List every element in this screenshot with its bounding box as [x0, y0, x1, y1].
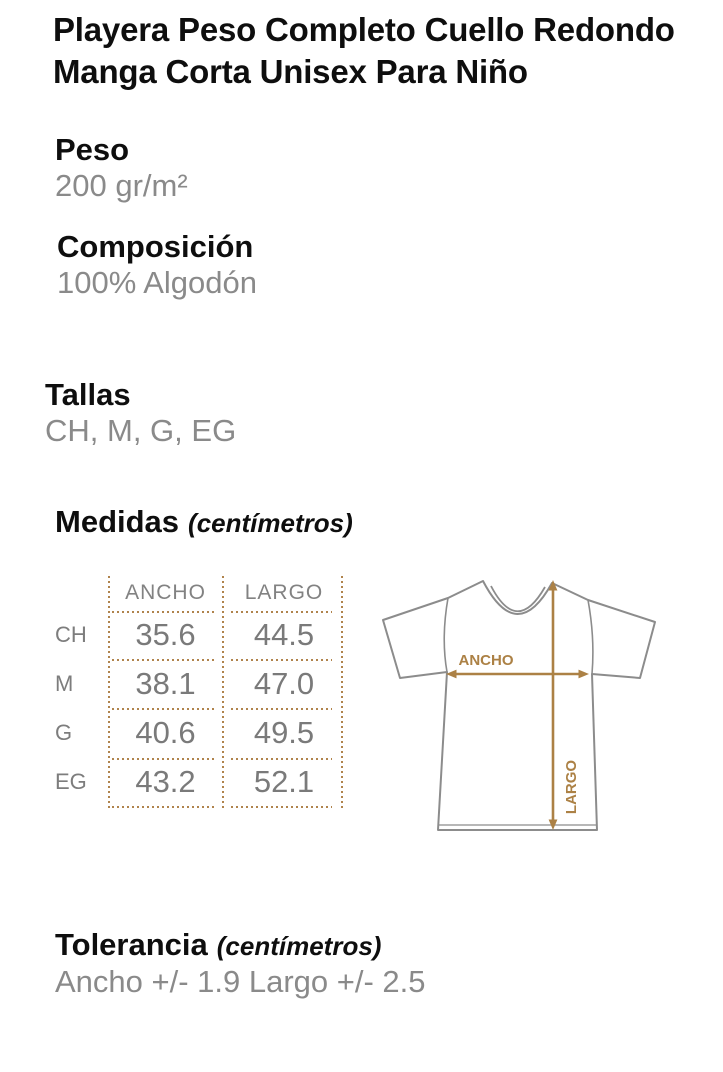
ancho-arrow — [446, 669, 589, 679]
cell-largo: 47.0 — [253, 665, 315, 701]
medidas-heading-text: Medidas — [55, 504, 180, 539]
tolerancia-heading-text: Tolerancia — [55, 927, 208, 962]
cell-largo: 44.5 — [253, 617, 315, 652]
table-row: EG 43.2 52.1 — [55, 758, 355, 806]
dotted-divider-horizontal — [231, 659, 332, 661]
ancho-arrow-label: ANCHO — [459, 652, 514, 669]
cell-largo: 49.5 — [253, 715, 315, 750]
dotted-divider-vertical — [341, 576, 343, 810]
composicion-heading: Composición — [57, 229, 254, 264]
cell-ancho: 40.6 — [135, 715, 196, 750]
left-armhole-seam — [443, 597, 449, 673]
dotted-divider-horizontal — [112, 611, 216, 613]
dotted-divider-horizontal — [231, 806, 332, 808]
tolerancia-value: Ancho +/- 1.9 Largo +/- 2.5 — [55, 964, 426, 999]
largo-arrow-label: LARGO — [563, 760, 580, 814]
medidas-unit-note: (centímetros) — [188, 508, 353, 538]
product-title: Playera Peso Completo Cuello Redondo Man… — [53, 11, 675, 90]
tolerancia-unit-note: (centímetros) — [216, 931, 382, 961]
dotted-divider-horizontal — [231, 611, 332, 613]
row-label: EG — [55, 769, 87, 794]
cell-ancho: 43.2 — [135, 764, 196, 799]
tallas-heading: Tallas — [45, 377, 131, 412]
tallas-value: CH, M, G, EG — [45, 413, 237, 448]
right-armhole-seam — [587, 599, 594, 675]
peso-heading: Peso — [55, 132, 130, 167]
dotted-divider-horizontal — [231, 758, 332, 760]
dotted-divider-horizontal — [112, 659, 216, 661]
row-label: G — [55, 720, 73, 745]
row-label: M — [55, 670, 74, 696]
largo-arrow — [548, 580, 558, 830]
cell-largo: 52.1 — [253, 764, 315, 799]
dotted-divider-horizontal — [112, 708, 216, 710]
dotted-divider-vertical — [108, 576, 110, 810]
dotted-divider-horizontal — [231, 708, 332, 710]
table-row: CH 35.6 44.5 — [55, 611, 355, 659]
table-row: M 38.1 47.0 — [55, 659, 355, 708]
cell-ancho: 38.1 — [135, 665, 196, 701]
column-header-largo: LARGO — [244, 581, 324, 604]
size-table: ANCHO LARGO CH 35.6 44.5 M 38.1 47.0 G 4… — [55, 575, 355, 820]
collar-inner-line — [490, 585, 546, 613]
column-header-ancho: ANCHO — [125, 581, 206, 604]
tshirt-outline — [382, 580, 656, 831]
medidas-heading: Medidas (centímetros) — [55, 504, 353, 540]
cell-ancho: 35.6 — [135, 617, 196, 652]
row-label: CH — [55, 622, 87, 647]
table-row: G 40.6 49.5 — [55, 708, 355, 758]
dotted-divider-vertical — [222, 576, 224, 810]
dotted-divider-horizontal — [112, 806, 216, 808]
tshirt-diagram: ANCHO LARGO — [382, 580, 656, 831]
size-table-header-row: ANCHO LARGO — [55, 575, 355, 611]
peso-value: 200 gr/m² — [55, 168, 188, 203]
dotted-divider-horizontal — [112, 758, 216, 760]
composicion-value: 100% Algodón — [57, 265, 257, 300]
tolerancia-heading: Tolerancia (centímetros) — [55, 927, 381, 963]
